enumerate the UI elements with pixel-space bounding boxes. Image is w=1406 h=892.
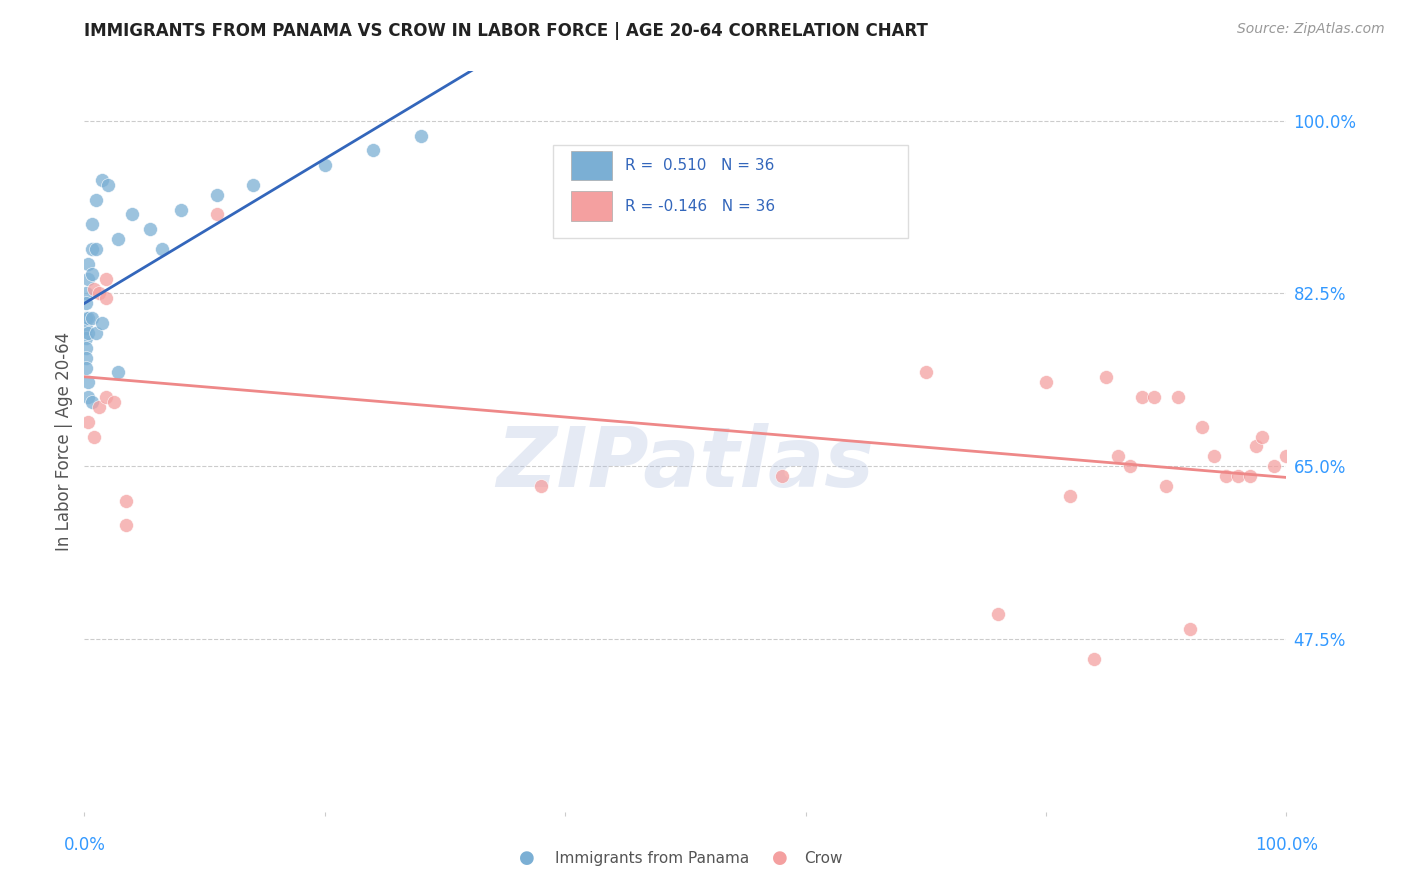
Text: R = -0.146   N = 36: R = -0.146 N = 36 <box>626 199 776 213</box>
Text: Immigrants from Panama: Immigrants from Panama <box>555 851 749 865</box>
Point <box>77 376 100 390</box>
Text: ●: ● <box>772 849 789 867</box>
Point <box>409 128 432 143</box>
Point <box>75 351 97 365</box>
Point <box>86 193 108 207</box>
Point <box>97 178 120 192</box>
Point <box>107 232 129 246</box>
Point <box>530 479 553 493</box>
Point <box>1156 479 1178 493</box>
Point <box>77 390 100 404</box>
Point <box>83 429 105 443</box>
Point <box>75 331 97 345</box>
FancyBboxPatch shape <box>553 145 908 238</box>
Point <box>75 360 97 375</box>
Text: 100.0%: 100.0% <box>1256 837 1317 855</box>
Point <box>77 257 100 271</box>
Point <box>1263 459 1285 474</box>
Point <box>987 607 1010 622</box>
Point <box>94 390 117 404</box>
Text: R =  0.510   N = 36: R = 0.510 N = 36 <box>626 158 775 173</box>
Point <box>80 311 103 326</box>
Text: 0.0%: 0.0% <box>63 837 105 855</box>
Text: Crow: Crow <box>804 851 842 865</box>
Point <box>77 271 100 285</box>
Point <box>107 366 129 380</box>
Point <box>75 311 97 326</box>
Point <box>75 321 97 335</box>
Point <box>83 281 105 295</box>
Point <box>75 341 97 355</box>
Point <box>80 242 103 256</box>
Point <box>1246 440 1268 454</box>
Point <box>169 202 191 217</box>
Point <box>1035 376 1057 390</box>
Point <box>87 400 110 414</box>
Point <box>205 187 228 202</box>
FancyBboxPatch shape <box>571 151 612 180</box>
Point <box>121 207 143 221</box>
Point <box>1059 489 1081 503</box>
Point <box>1119 459 1142 474</box>
Point <box>1227 469 1250 483</box>
Point <box>77 326 100 340</box>
Point <box>1191 419 1213 434</box>
Point <box>86 242 108 256</box>
Text: IMMIGRANTS FROM PANAMA VS CROW IN LABOR FORCE | AGE 20-64 CORRELATION CHART: IMMIGRANTS FROM PANAMA VS CROW IN LABOR … <box>84 22 928 40</box>
Point <box>77 415 100 429</box>
Point <box>205 207 228 221</box>
Point <box>80 267 103 281</box>
Point <box>1239 469 1261 483</box>
Point <box>1083 651 1105 665</box>
Text: ●: ● <box>519 849 536 867</box>
Point <box>91 316 114 330</box>
Point <box>87 286 110 301</box>
Point <box>75 296 97 310</box>
Text: Source: ZipAtlas.com: Source: ZipAtlas.com <box>1237 22 1385 37</box>
Point <box>80 395 103 409</box>
Point <box>139 222 162 236</box>
Y-axis label: In Labor Force | Age 20-64: In Labor Force | Age 20-64 <box>55 332 73 551</box>
Point <box>80 218 103 232</box>
Point <box>361 144 384 158</box>
FancyBboxPatch shape <box>571 191 612 221</box>
Point <box>1215 469 1237 483</box>
Point <box>1167 390 1189 404</box>
Point <box>115 518 138 533</box>
Point <box>915 366 938 380</box>
Point <box>1095 370 1118 384</box>
Point <box>1275 450 1298 464</box>
Point <box>75 286 97 301</box>
Point <box>770 469 793 483</box>
Point <box>1251 429 1274 443</box>
Point <box>115 493 138 508</box>
Point <box>314 158 336 172</box>
Point <box>1143 390 1166 404</box>
Point <box>1204 450 1226 464</box>
Point <box>77 311 100 326</box>
Point <box>152 242 174 256</box>
Point <box>94 271 117 285</box>
Point <box>86 326 108 340</box>
Point <box>103 395 125 409</box>
Point <box>91 173 114 187</box>
Point <box>242 178 264 192</box>
Point <box>1107 450 1129 464</box>
Point <box>1180 622 1202 636</box>
Text: ZIPatlas: ZIPatlas <box>496 423 875 504</box>
Point <box>94 292 117 306</box>
Point <box>1130 390 1153 404</box>
